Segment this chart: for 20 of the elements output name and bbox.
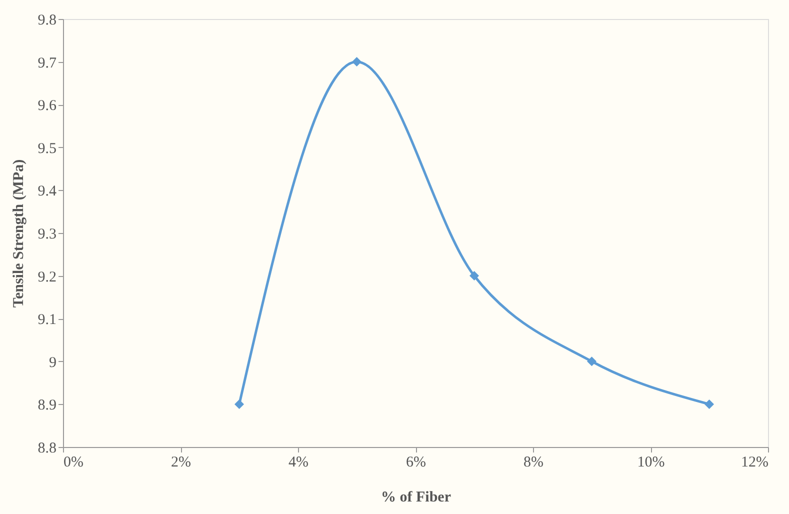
y-tick-label: 9.4 bbox=[38, 184, 57, 200]
y-tick-label: 9.1 bbox=[38, 312, 56, 328]
y-tick-label: 9.7 bbox=[38, 55, 57, 72]
y-tick-label: 8.9 bbox=[38, 398, 56, 414]
x-tick-label: 12% bbox=[741, 454, 768, 470]
x-tick-label: 0% bbox=[64, 454, 84, 470]
y-tick-label: 9.8 bbox=[38, 12, 56, 28]
y-tick-label: 8.8 bbox=[38, 440, 56, 456]
x-tick-label: 2% bbox=[171, 454, 191, 470]
y-tick-label: 9.6 bbox=[38, 98, 57, 114]
y-axis-title: Tensile Strength (MPa) bbox=[10, 159, 27, 308]
x-tick-label: 10% bbox=[637, 454, 665, 470]
x-tick-label: 6% bbox=[406, 454, 426, 470]
y-tick-label: 9 bbox=[49, 354, 56, 371]
x-axis-title: % of Fiber bbox=[381, 490, 452, 506]
x-tick-label: 8% bbox=[524, 454, 544, 470]
y-tick-label: 9.3 bbox=[38, 226, 56, 242]
x-tick-label: 4% bbox=[288, 454, 308, 470]
y-tick-label: 9.5 bbox=[38, 140, 56, 157]
y-tick-label: 9.2 bbox=[38, 269, 56, 286]
